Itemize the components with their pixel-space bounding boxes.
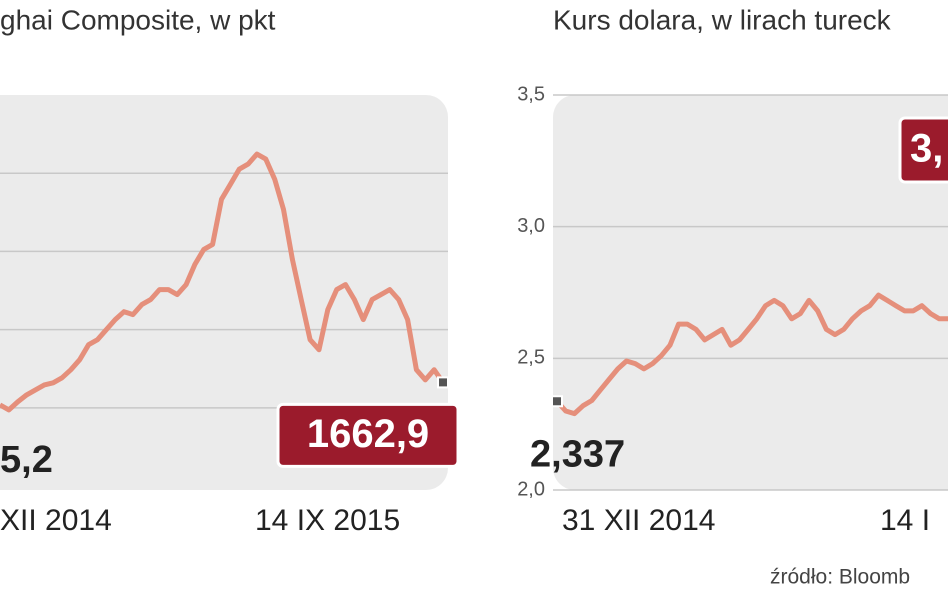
source: źródło: Bloomb <box>770 566 910 589</box>
plot-panel <box>553 95 948 490</box>
annotation-box <box>898 116 948 184</box>
y-tick-label: 2,0 <box>517 478 545 500</box>
line-series <box>555 292 948 417</box>
annotation: 3, <box>910 127 943 171</box>
value-label: 2,337 <box>530 433 625 475</box>
end-marker <box>551 395 563 408</box>
chart-title: ghai Composite, w pkt <box>0 4 276 35</box>
x-label: 14 I <box>880 504 930 537</box>
line-series <box>0 151 446 413</box>
y-tick-label: 2,5 <box>517 347 545 369</box>
x-label: 14 IX 2015 <box>255 504 400 537</box>
annotation: 5,2 <box>0 439 53 481</box>
x-label: XII 2014 <box>0 504 112 537</box>
chart-title: Kurs dolara, w lirach tureck <box>553 4 892 35</box>
plot-panel <box>0 95 448 490</box>
x-label: 31 XII 2014 <box>562 504 715 537</box>
y-tick-label: 3,5 <box>517 83 545 105</box>
end-marker <box>437 376 449 389</box>
y-tick-label: 3,0 <box>517 215 545 237</box>
value-label: 1662,9 <box>307 412 429 456</box>
value-label-box <box>276 402 460 468</box>
